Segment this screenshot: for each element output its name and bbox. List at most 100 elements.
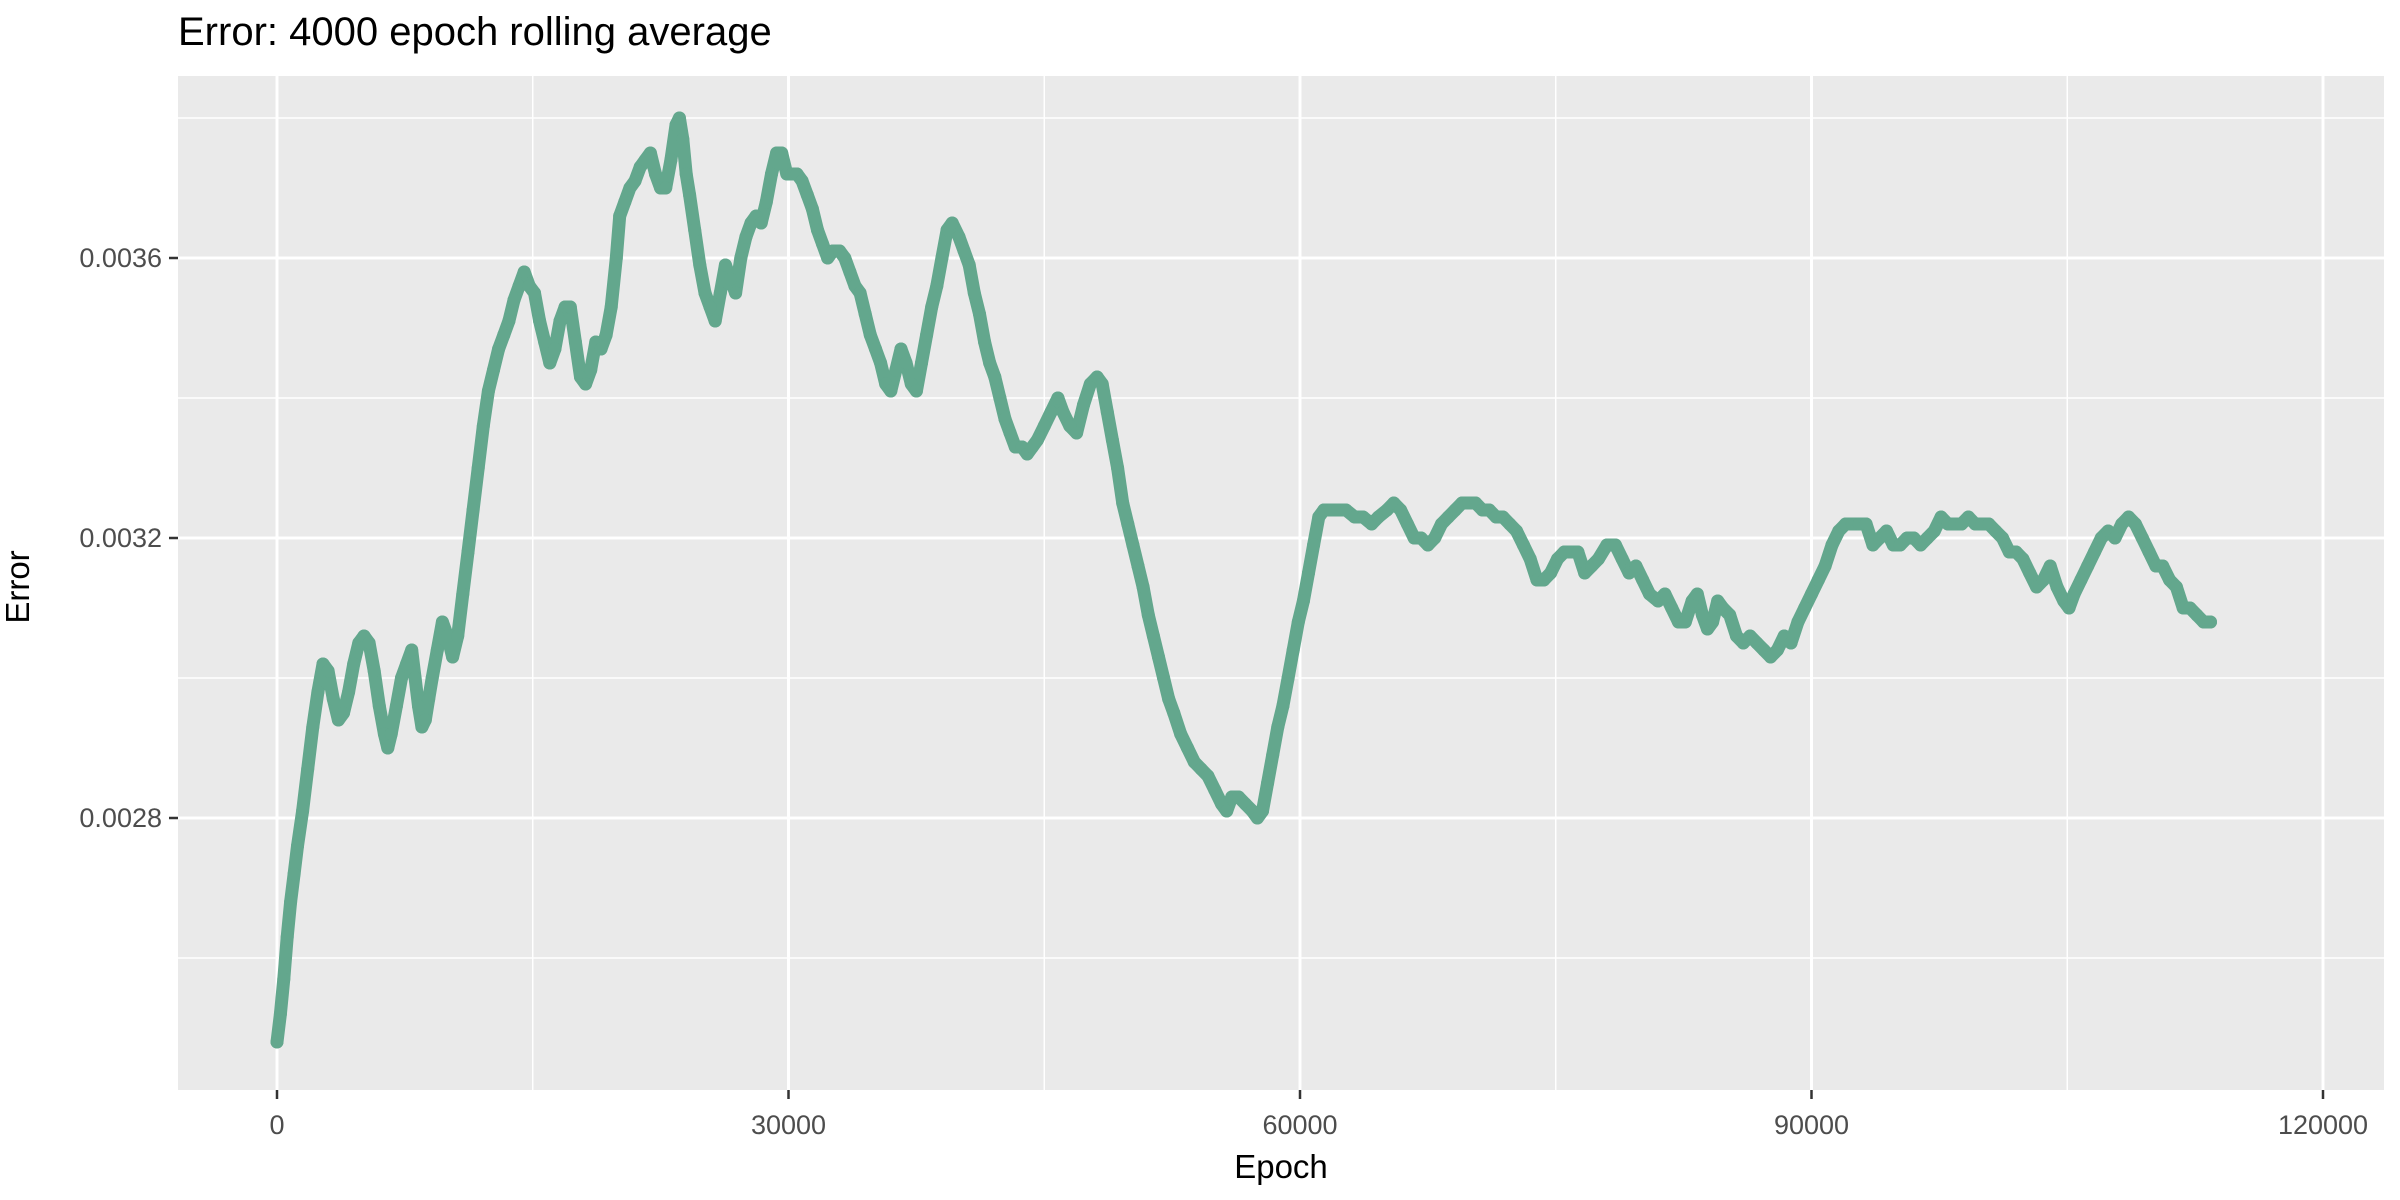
error-point bbox=[1291, 615, 1305, 629]
error-point bbox=[1523, 552, 1537, 566]
error-point bbox=[1070, 426, 1084, 440]
error-point bbox=[502, 314, 516, 328]
error-point bbox=[1131, 559, 1145, 573]
error-point bbox=[703, 300, 717, 314]
error-point bbox=[894, 342, 908, 356]
error-point bbox=[920, 328, 934, 342]
error-point bbox=[708, 314, 722, 328]
error-point bbox=[1880, 524, 1893, 538]
y-tick-label: 0.0028 bbox=[79, 803, 162, 833]
error-point bbox=[446, 650, 460, 664]
error-point bbox=[1818, 559, 1832, 573]
error-point bbox=[967, 286, 981, 300]
error-point bbox=[287, 867, 301, 881]
error-point bbox=[1261, 776, 1275, 790]
error-point bbox=[321, 664, 335, 678]
x-tick-label: 120000 bbox=[2278, 1110, 2368, 1140]
error-point bbox=[729, 286, 743, 300]
error-point bbox=[1077, 398, 1090, 412]
error-point bbox=[277, 972, 291, 986]
error-point bbox=[599, 328, 613, 342]
error-point bbox=[311, 685, 325, 699]
error-point bbox=[816, 237, 830, 251]
error-point bbox=[461, 545, 475, 559]
error-point bbox=[1146, 629, 1160, 643]
error-point bbox=[889, 363, 903, 377]
error-point bbox=[1056, 405, 1070, 419]
error-point bbox=[301, 762, 315, 776]
error-point bbox=[476, 419, 490, 433]
error-point bbox=[1394, 503, 1408, 517]
error-point bbox=[1608, 538, 1622, 552]
error-point bbox=[1805, 587, 1818, 601]
error-point bbox=[296, 804, 310, 818]
error-point bbox=[1121, 517, 1135, 531]
error-point bbox=[1859, 517, 1873, 531]
error-point bbox=[2062, 601, 2076, 615]
error-point bbox=[326, 692, 340, 706]
error-point bbox=[998, 412, 1012, 426]
error-point bbox=[618, 195, 632, 209]
error-point bbox=[517, 265, 531, 279]
error-point bbox=[284, 895, 298, 909]
x-tick-label: 90000 bbox=[1774, 1110, 1849, 1140]
error-point bbox=[718, 258, 732, 272]
error-point bbox=[1678, 615, 1692, 629]
error-point bbox=[1428, 531, 1442, 545]
error-point bbox=[1371, 510, 1385, 524]
error-point bbox=[538, 335, 552, 349]
error-point bbox=[983, 356, 997, 370]
error-point bbox=[935, 251, 949, 265]
error-point bbox=[425, 671, 439, 685]
error-point bbox=[838, 251, 852, 265]
error-point bbox=[805, 202, 819, 216]
error-point bbox=[1095, 377, 1109, 391]
error-point bbox=[800, 188, 814, 202]
error-point bbox=[2081, 559, 2095, 573]
error-point bbox=[1111, 461, 1125, 475]
error-point bbox=[649, 167, 662, 181]
error-point bbox=[1266, 748, 1280, 762]
error-point bbox=[754, 216, 768, 230]
error-point bbox=[1770, 643, 1784, 657]
error-point bbox=[456, 587, 470, 601]
error-point bbox=[628, 174, 642, 188]
error-point bbox=[291, 839, 304, 853]
error-point bbox=[795, 174, 809, 188]
error-point bbox=[384, 727, 398, 741]
error-point bbox=[584, 363, 598, 377]
error-point bbox=[2074, 573, 2088, 587]
error-point bbox=[1784, 636, 1798, 650]
error-point bbox=[2043, 559, 2057, 573]
error-point bbox=[1167, 706, 1181, 720]
error-point bbox=[422, 692, 436, 706]
error-point bbox=[1811, 573, 1825, 587]
error-point bbox=[1286, 643, 1300, 657]
error-point bbox=[430, 643, 444, 657]
error-point bbox=[863, 328, 877, 342]
error-point bbox=[2142, 545, 2156, 559]
error-point bbox=[2135, 531, 2149, 545]
error-point bbox=[676, 132, 690, 146]
error-point bbox=[435, 615, 449, 629]
error-point bbox=[1201, 769, 1215, 783]
error-point bbox=[1339, 503, 1353, 517]
error-point bbox=[487, 363, 500, 377]
x-tick-label: 30000 bbox=[751, 1110, 826, 1140]
x-tick-label: 60000 bbox=[1262, 1110, 1337, 1140]
error-point bbox=[381, 741, 395, 755]
error-point bbox=[568, 335, 582, 349]
error-point bbox=[1162, 692, 1176, 706]
error-point bbox=[362, 636, 376, 650]
panel-background bbox=[178, 76, 2384, 1090]
error-point bbox=[306, 720, 320, 734]
error-point bbox=[1307, 538, 1321, 552]
error-point bbox=[765, 167, 778, 181]
y-tick-label: 0.0036 bbox=[79, 243, 162, 273]
error-point bbox=[945, 216, 959, 230]
error-point bbox=[1690, 587, 1704, 601]
error-point bbox=[543, 356, 557, 370]
error-point bbox=[1591, 552, 1605, 566]
